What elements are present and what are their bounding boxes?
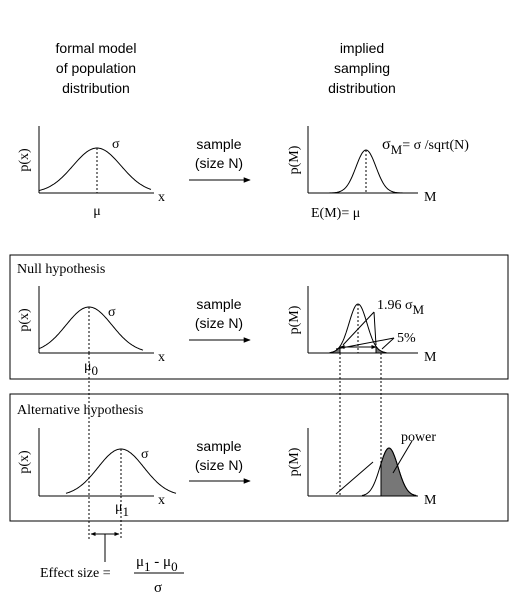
- null-population-curve: [38, 306, 144, 351]
- sigma-subscript: M: [391, 142, 403, 157]
- left-tail-area: [329, 344, 341, 354]
- header-left-line-3: distribution: [62, 80, 130, 96]
- mu0-subscript: 0: [171, 559, 178, 574]
- power-area: [380, 447, 417, 497]
- y-axis-label: p(x): [17, 450, 32, 474]
- effect-size: Effect size = μ1 - μ0 σ: [40, 532, 184, 596]
- mu-label: μ: [93, 204, 101, 219]
- y-axis-label: p(x): [17, 308, 32, 332]
- effect-size-label: Effect size =: [40, 566, 111, 581]
- panel-title: Null hypothesis: [17, 262, 105, 277]
- z-pointer-left: [342, 311, 375, 346]
- header-left: formal model of population distribution: [56, 40, 137, 96]
- x-axis-label: x: [158, 190, 165, 205]
- z-pointer-right: [373, 311, 377, 346]
- sigma-label: σ: [108, 305, 116, 320]
- alt-sampling-curve: [361, 447, 417, 496]
- critical-value-label: 1.96 σM: [377, 298, 425, 317]
- right-tail-area: [375, 344, 387, 354]
- z-value: 1.96 σ: [377, 298, 413, 313]
- y-axis-label: p(M): [287, 447, 302, 476]
- alternative-hypothesis-panel: Alternative hypothesis p(x) x σ μ1 sampl…: [9, 393, 509, 522]
- mu-symbol: μ: [84, 359, 92, 374]
- alpha-label: 5%: [397, 331, 416, 346]
- sigma-symbol: σ: [382, 136, 391, 153]
- power-label: power: [401, 430, 436, 445]
- sigma-label: σ: [112, 137, 120, 152]
- mu1-label: μ1: [115, 500, 129, 519]
- x-axis-label: x: [158, 350, 165, 365]
- panel-title: Alternative hypothesis: [17, 403, 143, 418]
- sigma-label: σ: [141, 447, 149, 462]
- effect-numerator: μ1 - μ0: [136, 554, 178, 574]
- sigma-formula: = σ /sqrt(N): [402, 138, 469, 153]
- mu1-subscript: 1: [144, 559, 151, 574]
- tail-pointer-left: [335, 337, 395, 350]
- sample-size-label: (size N): [195, 155, 243, 171]
- x-axis-label: M: [424, 493, 437, 508]
- sample-label: sample: [196, 136, 241, 152]
- header-right-line-1: implied: [340, 40, 384, 56]
- header-right: implied sampling distribution: [328, 40, 396, 96]
- top-sampling-plot: p(M) M σM= σ /sqrt(N) E(M)= μ: [287, 126, 469, 221]
- minus-mu: - μ: [151, 554, 172, 570]
- tail-pointer-right: [381, 337, 395, 350]
- sample-size-label: (size N): [195, 457, 243, 473]
- sample-label: sample: [196, 438, 241, 454]
- header-right-line-3: distribution: [328, 80, 396, 96]
- left-tail-pointer: [335, 461, 374, 495]
- population-curve: [38, 147, 152, 192]
- mu1-symbol: μ: [136, 554, 144, 570]
- y-axis-label: p(M): [287, 305, 302, 334]
- panel-frame: [9, 393, 509, 522]
- sample-label: sample: [196, 296, 241, 312]
- mu-subscript: 1: [123, 504, 130, 519]
- guide-lines: [88, 353, 382, 540]
- x-axis-label: M: [424, 190, 437, 205]
- top-sample-arrow: sample (size N): [189, 136, 251, 183]
- sigma-m-formula: σM= σ /sqrt(N): [382, 136, 469, 157]
- x-axis-label: M: [424, 350, 437, 365]
- x-axis-label: x: [158, 493, 165, 508]
- header-left-line-1: formal model: [56, 40, 137, 56]
- mu-symbol: μ: [115, 500, 123, 515]
- expectation-label: E(M)= μ: [311, 206, 360, 221]
- y-axis-label: p(M): [287, 145, 302, 174]
- power-pointer: [392, 440, 413, 474]
- mu-subscript: 0: [92, 363, 99, 378]
- sample-size-label: (size N): [195, 315, 243, 331]
- y-axis-label: p(x): [17, 148, 32, 172]
- z-subscript: M: [413, 302, 425, 317]
- mu0-label: μ0: [84, 359, 98, 378]
- top-population-plot: p(x) x σ μ: [17, 126, 165, 219]
- null-hypothesis-panel: Null hypothesis p(x) x σ μ0 sample (size…: [9, 254, 509, 380]
- header-left-line-2: of population: [56, 60, 136, 76]
- panel-frame: [9, 254, 509, 380]
- effect-denominator: σ: [154, 580, 162, 596]
- header-right-line-2: sampling: [334, 60, 390, 76]
